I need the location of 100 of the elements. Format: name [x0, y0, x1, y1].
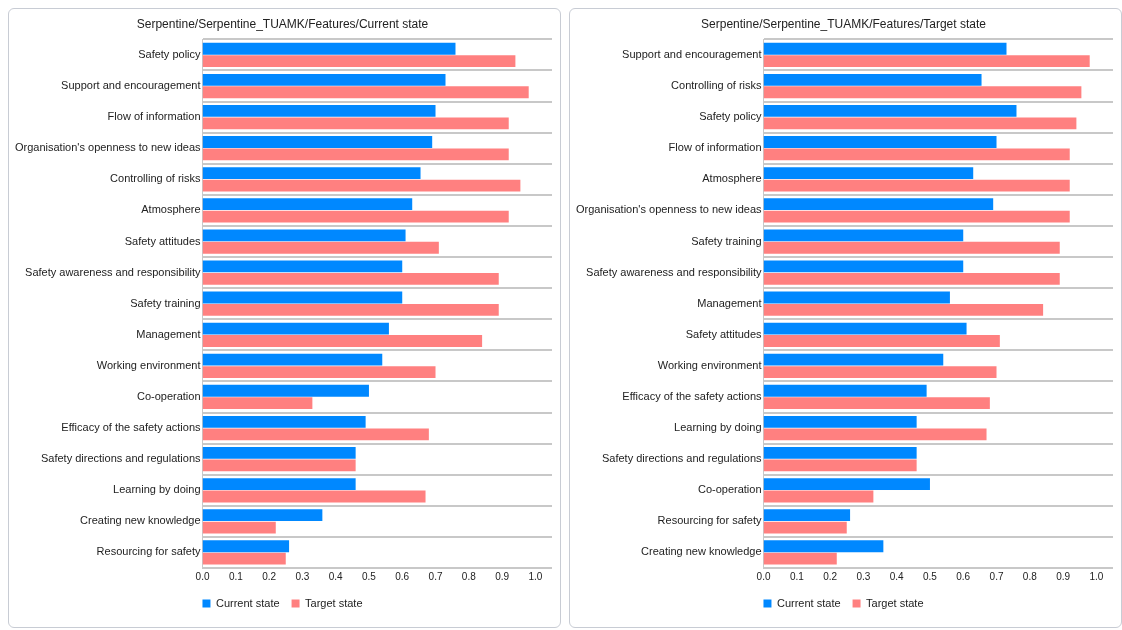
x-tick-label: 1.0 — [528, 570, 543, 582]
bar — [202, 260, 403, 273]
legend-label: Target state — [866, 596, 924, 609]
bar — [763, 105, 1017, 117]
x-tick-label: 0.2 — [823, 570, 838, 582]
bar — [763, 272, 1060, 285]
y-tick-label: Resourcing for safety — [657, 514, 763, 527]
y-tick-label: Safety awareness and responsibility — [586, 265, 763, 278]
bar — [763, 384, 927, 397]
bar — [763, 428, 987, 441]
bar — [202, 117, 509, 130]
y-tick-label: Efficacy of the safety actions — [622, 390, 763, 403]
bar — [202, 384, 369, 397]
bar — [763, 229, 964, 242]
y-tick-label: Learning by doing — [674, 421, 762, 434]
bar — [763, 42, 1007, 55]
legend-label: Current state — [776, 596, 841, 609]
x-tick-label: 0.3 — [295, 570, 310, 582]
bar — [202, 415, 366, 428]
bar — [763, 397, 990, 410]
bar — [202, 552, 286, 565]
y-tick-label: Learning by doing — [113, 483, 201, 496]
y-tick-label: Safety awareness and responsibility — [25, 265, 202, 278]
legend-label: Target state — [305, 596, 363, 609]
y-tick-label: Co-operation — [697, 483, 762, 496]
y-tick-label: Organisation's openness to new ideas — [575, 203, 763, 216]
bar — [202, 42, 456, 55]
bar — [763, 136, 997, 148]
x-tick-label: 0.2 — [262, 570, 277, 582]
y-tick-label: Safety directions and regulations — [601, 452, 763, 465]
y-tick-label: Safety training — [691, 234, 762, 247]
x-tick-label: 0.1 — [789, 570, 805, 582]
bar — [202, 540, 290, 553]
bar — [202, 198, 413, 211]
bar — [763, 117, 1077, 130]
bar — [763, 179, 1070, 192]
x-tick-label: 0.7 — [428, 570, 443, 582]
x-tick-label: 0.8 — [461, 570, 477, 582]
bar — [202, 136, 433, 148]
y-tick-label: Creating new knowledge — [80, 514, 201, 527]
y-tick-label: Support and encouragement — [61, 79, 201, 92]
y-tick-label: Safety attitudes — [685, 327, 763, 340]
x-tick-label: 0.1 — [228, 570, 244, 582]
y-tick-label: Atmosphere — [702, 172, 762, 185]
bar — [763, 552, 837, 565]
x-tick-label: 0.8 — [1022, 570, 1038, 582]
y-tick-label: Management — [697, 296, 762, 309]
bar — [763, 509, 851, 522]
bar — [202, 428, 429, 441]
bar — [202, 335, 483, 347]
bar — [202, 322, 389, 335]
bar — [763, 490, 874, 503]
y-tick-label: Working environment — [96, 358, 201, 371]
bar — [202, 459, 356, 472]
bar — [763, 478, 930, 490]
bar — [763, 540, 884, 553]
bar — [763, 335, 1000, 347]
bar — [202, 397, 313, 410]
bar — [763, 73, 982, 86]
bar — [202, 105, 436, 117]
x-tick-label: 0.4 — [889, 570, 905, 582]
y-tick-label: Support and encouragement — [622, 47, 762, 60]
x-tick-label: 1.0 — [1089, 570, 1104, 582]
bar — [202, 509, 323, 522]
x-tick-label: 0.6 — [395, 570, 410, 582]
y-tick-label: Atmosphere — [141, 203, 201, 216]
bar — [202, 73, 446, 86]
bar — [202, 447, 356, 459]
bar — [763, 304, 1044, 316]
bar — [202, 304, 499, 316]
bar — [763, 260, 964, 273]
y-tick-label: Creating new knowledge — [641, 545, 762, 558]
x-tick-label: 0.0 — [756, 570, 771, 582]
y-tick-label: Controlling of risks — [671, 79, 763, 92]
x-tick-label: 0.9 — [495, 570, 510, 582]
y-tick-label: Safety attitudes — [124, 234, 202, 247]
y-tick-label: Management — [136, 327, 201, 340]
bar — [763, 148, 1070, 161]
bar — [763, 353, 944, 366]
bar — [763, 86, 1082, 99]
bar — [763, 366, 997, 379]
bar — [763, 167, 974, 180]
bar — [763, 55, 1090, 68]
chart-title: Serpentine/Serpentine_TUAMK/Features/Current state — [136, 16, 429, 31]
chart-title: Serpentine/Serpentine_TUAMK/Features/Target state — [701, 16, 987, 31]
x-tick-label: 0.5 — [923, 570, 938, 582]
bar — [202, 272, 499, 285]
y-tick-label: Controlling of risks — [110, 172, 202, 185]
bar — [202, 366, 436, 379]
legend-label: Current state — [215, 596, 280, 609]
bar — [763, 210, 1070, 223]
y-tick-label: Flow of information — [107, 110, 201, 123]
x-tick-label: 0.3 — [856, 570, 871, 582]
bar — [202, 241, 439, 254]
bar — [202, 229, 406, 242]
bar — [202, 148, 509, 161]
y-tick-label: Safety policy — [699, 110, 763, 123]
bar — [763, 291, 950, 304]
y-tick-label: Working environment — [657, 358, 762, 371]
bar — [202, 478, 356, 490]
